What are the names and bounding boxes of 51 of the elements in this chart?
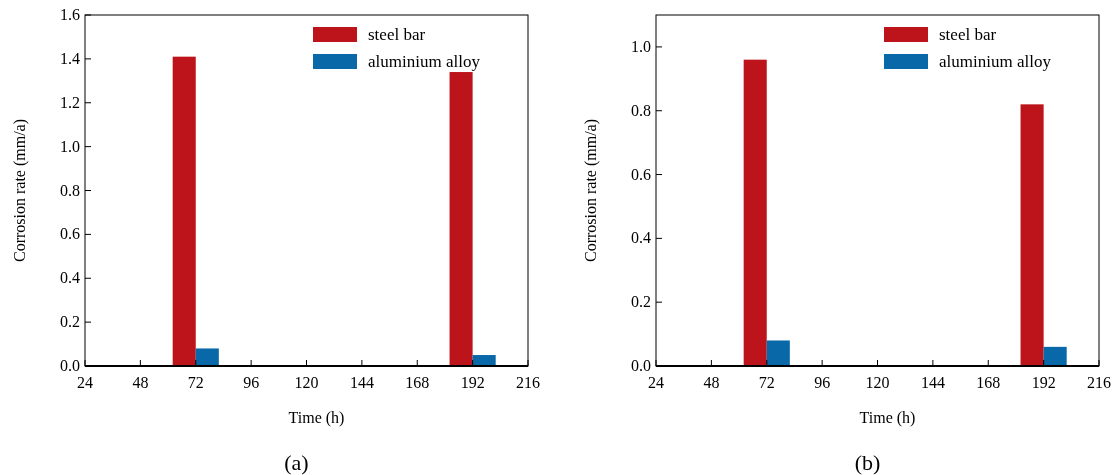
y-tick-label: 0.8 (631, 101, 651, 119)
text: (b) (854, 450, 881, 475)
bar (766, 340, 790, 366)
bar (172, 56, 196, 366)
x-tick-label: 144 (349, 374, 374, 391)
y-axis-title: Corrosion rate (mm/a) (582, 118, 600, 263)
y-tick-label: 1.2 (60, 93, 80, 111)
x-tick-label: 96 (814, 374, 831, 391)
x-axis-title: Time (h) (859, 409, 916, 427)
y-tick-label: 1.0 (60, 137, 80, 155)
x-tick-label: 216 (516, 374, 540, 391)
x-tick-label: 120 (865, 374, 890, 391)
x-tick-label: 72 (758, 374, 775, 391)
bar (1043, 346, 1067, 366)
bar (195, 348, 219, 366)
x-tick-label: 168 (976, 374, 1001, 391)
x-tick-label: 120 (294, 374, 319, 391)
x-tick-label: 168 (405, 374, 430, 391)
y-tick-label: 0.0 (60, 357, 80, 374)
bar (1020, 104, 1044, 366)
x-tick-label: 72 (187, 374, 204, 391)
bar (472, 355, 496, 366)
y-tick-label: 0.2 (60, 313, 80, 331)
bar (449, 72, 473, 366)
y-axis-title: Corrosion rate (mm/a) (11, 118, 29, 263)
x-tick-label: 192 (1031, 374, 1056, 391)
y-tick-label: 1.0 (631, 37, 651, 55)
bar (743, 59, 767, 366)
y-tick-label: 0.6 (631, 165, 651, 183)
y-tick-label: 1.6 (60, 6, 80, 23)
x-tick-label: 48 (703, 374, 720, 391)
x-tick-label: 24 (648, 374, 664, 391)
legend-label: steel bar (368, 25, 426, 44)
y-tick-label: 0.6 (60, 225, 80, 243)
x-tick-label: 48 (132, 374, 149, 391)
y-tick-label: 1.4 (60, 49, 80, 67)
text: (a) (284, 450, 309, 475)
y-tick-label: 0.4 (631, 229, 651, 247)
y-tick-label: 0.2 (631, 293, 651, 311)
y-tick-label: 0.0 (631, 357, 651, 374)
x-tick-label: 216 (1087, 374, 1111, 391)
x-tick-label: 144 (920, 374, 945, 391)
legend-label: aluminium alloy (368, 52, 481, 71)
legend-label: aluminium alloy (939, 52, 1052, 71)
y-tick-label: 0.8 (60, 181, 80, 199)
x-tick-label: 192 (460, 374, 485, 391)
x-tick-label: 96 (243, 374, 260, 391)
x-axis-title: Time (h) (288, 409, 345, 427)
y-tick-label: 0.4 (60, 269, 80, 287)
legend-label: steel bar (939, 25, 997, 44)
x-tick-label: 24 (77, 374, 93, 391)
